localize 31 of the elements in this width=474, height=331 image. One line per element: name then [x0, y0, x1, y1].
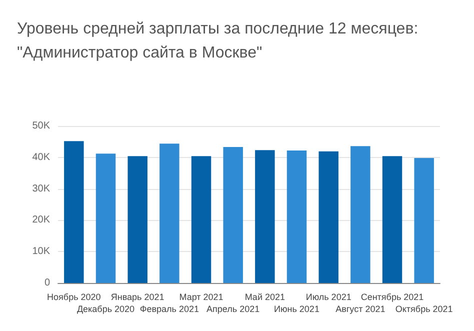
y-tick-label: 10K [32, 246, 50, 258]
bar [350, 146, 370, 283]
bar [318, 151, 338, 283]
y-tick-label: 50K [32, 120, 50, 132]
bar [223, 147, 243, 283]
x-tick-label: Июль 2021 [306, 292, 352, 302]
x-tick-label: Октябрь 2021 [395, 304, 453, 314]
x-tick-label: Март 2021 [179, 292, 224, 302]
bar [191, 156, 212, 283]
bar [96, 154, 116, 283]
x-tick-label: Январь 2021 [110, 292, 164, 302]
bar [64, 141, 84, 283]
x-tick-label: Июнь 2021 [274, 304, 320, 314]
bar [286, 150, 307, 283]
x-tick-label: Ноябрь 2020 [47, 292, 101, 302]
x-tick-label: Декабрь 2020 [76, 304, 135, 314]
x-tick-label: Август 2021 [336, 304, 386, 314]
chart-title: Уровень средней зарплаты за последние 12 месяцев: "Администратор сайта в Москве" [17, 20, 418, 62]
x-tick-label: Апрель 2021 [206, 304, 260, 314]
x-tick-label: Сентябрь 2021 [360, 292, 424, 302]
y-tick-label: 0 [44, 278, 50, 288]
y-tick-label: 40K [32, 152, 50, 163]
x-tick-label: Февраль 2021 [140, 304, 199, 314]
bar [382, 156, 402, 283]
y-tick-label: 20K [32, 214, 50, 226]
bar [414, 158, 434, 283]
y-tick-label: 30K [32, 183, 50, 194]
bar [160, 144, 180, 283]
bar [255, 150, 275, 283]
x-tick-label: Май 2021 [244, 292, 285, 302]
bar [128, 156, 148, 283]
